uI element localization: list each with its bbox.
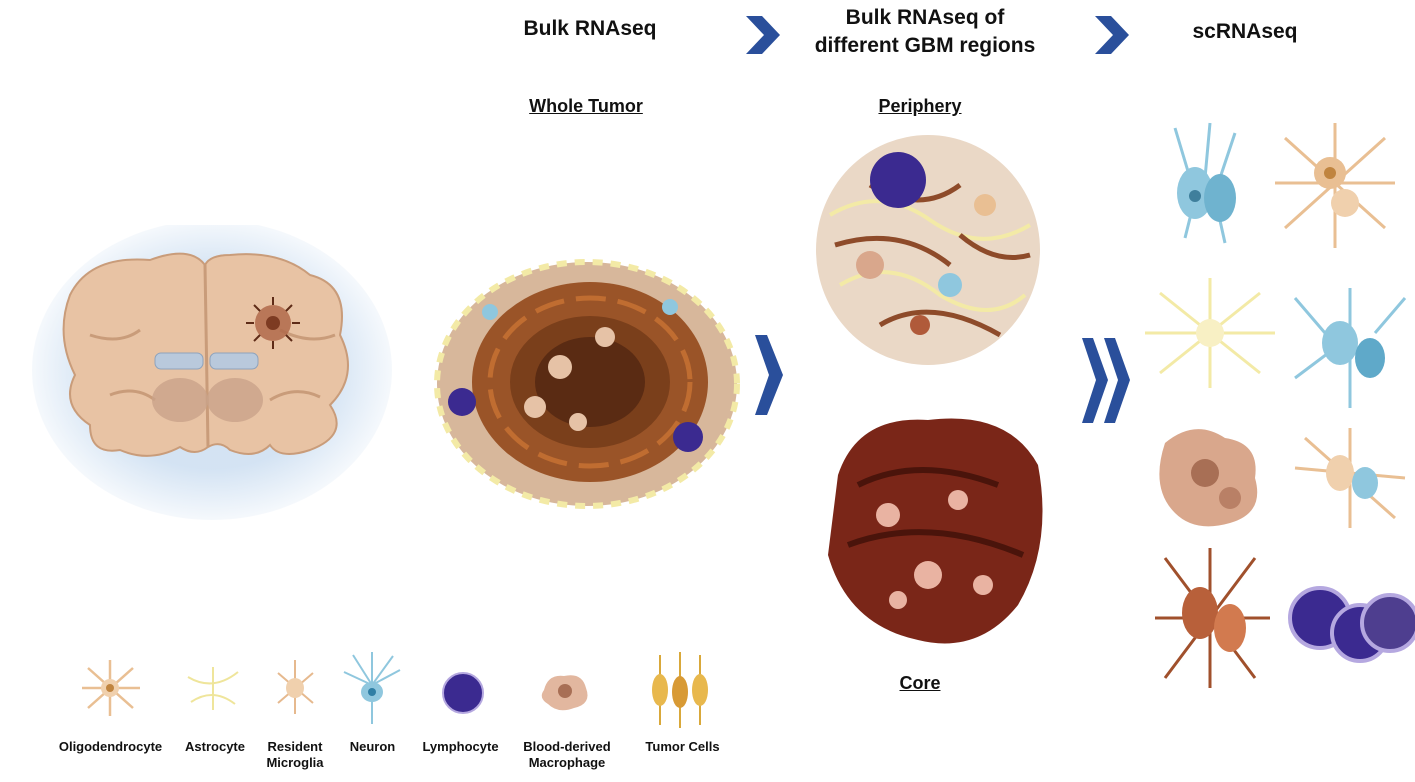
core-illustration <box>828 418 1043 644</box>
tumor-focus <box>246 297 300 349</box>
macrophage-icon <box>541 675 588 711</box>
sc-tumor-cluster <box>1155 548 1270 688</box>
astrocyte-icon <box>187 667 239 710</box>
tumor-cells-icon <box>652 652 708 728</box>
chevron-arrow-icon <box>1095 16 1129 54</box>
legend-label-tumor-cells: Tumor Cells <box>645 739 720 754</box>
legend-label-lymphocyte: Lymphocyte <box>422 739 499 754</box>
region-label-periphery: Periphery <box>878 96 962 116</box>
legend-label-astrocyte: Astrocyte <box>185 739 245 754</box>
scrnaseq-cell-clusters <box>1145 122 1415 688</box>
stage-title-regions-line2: different GBM regions <box>814 34 1036 57</box>
sc-oligodendrocyte-cluster <box>1275 123 1395 248</box>
brain-section-illustration <box>32 225 392 520</box>
oligodendrocyte-icon <box>82 660 140 716</box>
legend-label-oligodendrocyte: Oligodendrocyte <box>58 739 163 754</box>
legend-label-microglia: Resident Microglia <box>266 739 324 770</box>
sc-neuron-cluster <box>1173 122 1237 244</box>
sc-microglia-cluster <box>1294 428 1406 528</box>
double-chevron-arrow-icon <box>1082 338 1130 423</box>
chevron-arrow-icon <box>746 16 780 54</box>
chevron-arrow-icon <box>755 335 783 415</box>
region-label-whole-tumor: Whole Tumor <box>529 96 643 116</box>
legend-label-neuron: Neuron <box>349 739 396 754</box>
periphery-illustration <box>816 135 1040 365</box>
region-label-core: Core <box>899 673 941 693</box>
sc-lymphocyte-cluster <box>1288 586 1415 663</box>
lymphocyte-icon <box>442 672 484 714</box>
stage-title-regions: Bulk RNAseq of different GBM regions <box>790 4 1060 60</box>
stage-title-sc: scRNAseq <box>1192 20 1298 43</box>
stage-title-bulk: Bulk RNAseq <box>523 17 657 40</box>
microglia-icon <box>277 660 314 714</box>
sc-macrophage-cluster <box>1159 429 1258 527</box>
sc-astrocyte-cluster <box>1145 278 1275 388</box>
neuron-icon <box>343 652 401 724</box>
legend-label-macrophage: Blood-derived Macrophage <box>523 739 611 770</box>
whole-tumor-illustration <box>434 259 740 509</box>
cell-type-legend: Oligodendrocyte Astrocyte Resident Micro… <box>0 650 760 780</box>
stage-title-regions-line1: Bulk RNAseq of <box>845 6 1005 29</box>
sc-neuron-cluster-2 <box>1293 288 1407 408</box>
